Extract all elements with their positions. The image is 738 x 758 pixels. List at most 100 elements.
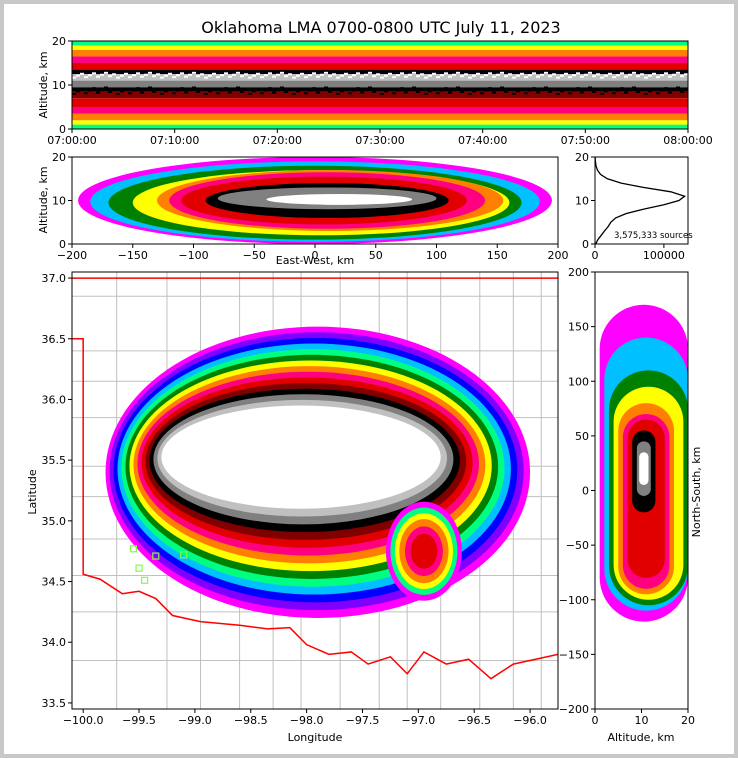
time-height-texture (648, 74, 652, 77)
time-height-texture (308, 89, 312, 92)
time-height-texture (284, 91, 288, 93)
time-height-texture (496, 73, 500, 76)
north-south-contour (639, 452, 649, 486)
time-height-texture (368, 71, 372, 74)
time-height-texture (276, 73, 280, 76)
time-height-texture (492, 75, 496, 78)
time-height-texture (160, 76, 164, 79)
time-height-texture (636, 91, 640, 93)
time-height-texture (596, 73, 600, 76)
time-height-texture (392, 92, 396, 95)
time-height-texture (404, 75, 408, 78)
time-height-texture (644, 92, 648, 95)
time-height-xtick-label: 07:00:00 (47, 134, 96, 147)
time-height-texture (192, 86, 196, 89)
time-height-texture (312, 87, 316, 90)
time-height-texture (424, 76, 428, 79)
time-height-texture (440, 89, 444, 92)
time-height-texture (116, 76, 120, 79)
time-height-texture (436, 76, 440, 79)
time-height-texture (400, 72, 404, 75)
time-height-texture (104, 71, 108, 74)
time-height-texture (420, 88, 424, 91)
time-height-texture (320, 89, 324, 92)
time-height-texture (220, 89, 224, 92)
east-west-xtick-label: −150 (118, 249, 148, 262)
time-height-texture (148, 86, 152, 89)
north-south-ytick-label: 200 (568, 266, 589, 279)
time-height-texture (572, 89, 576, 92)
time-height-texture (164, 74, 168, 77)
time-height-texture (332, 88, 336, 91)
plan-view-xtick-label: −97.0 (401, 714, 435, 727)
time-height-texture (232, 73, 236, 76)
time-height-texture (80, 72, 84, 75)
time-height-texture (416, 75, 420, 78)
time-height-texture (228, 75, 232, 78)
time-height-texture (360, 75, 364, 78)
time-height-texture (348, 76, 352, 79)
time-height-texture (280, 71, 284, 74)
time-height-texture (504, 91, 508, 93)
time-height-texture (604, 74, 608, 77)
east-west-contour (266, 193, 413, 205)
time-height-texture (364, 89, 368, 92)
time-height-texture (252, 90, 256, 93)
time-height-texture (200, 88, 204, 91)
lma-station-marker (152, 552, 160, 560)
time-height-texture (660, 74, 664, 77)
plan-view-ytick-label: 35.0 (42, 515, 67, 528)
time-height-texture (268, 72, 272, 75)
time-height-texture (124, 72, 128, 75)
time-height-texture (448, 91, 452, 94)
plan-view-xtick-label: −98.5 (234, 714, 268, 727)
plan-view-ytick-label: 37.0 (42, 272, 67, 285)
time-height-texture (544, 71, 548, 74)
time-height-texture (140, 91, 144, 94)
plan-view-ylabel: Latitude (26, 469, 39, 515)
plan-view-xtick-label: −98.0 (290, 714, 324, 727)
time-height-texture (220, 74, 224, 77)
time-height-texture (248, 92, 252, 95)
time-height-texture (552, 73, 556, 76)
time-height-texture (600, 92, 604, 95)
time-height-texture (280, 86, 284, 89)
time-height-texture (340, 90, 344, 93)
time-height-texture (384, 90, 388, 93)
time-height-texture (112, 73, 116, 76)
time-height-texture (608, 87, 612, 90)
time-height-texture (300, 72, 304, 75)
time-height-texture (336, 92, 340, 95)
time-height-texture (84, 76, 88, 79)
time-height-texture (100, 73, 104, 76)
time-height-texture (136, 72, 140, 75)
time-height-texture (476, 72, 480, 75)
time-height-texture (172, 92, 176, 95)
time-height-texture (108, 91, 112, 93)
histogram-ytick-label: 0 (582, 238, 589, 251)
time-height-texture (580, 75, 584, 78)
time-height-texture (512, 76, 516, 79)
time-height-texture (352, 74, 356, 77)
time-height-texture (108, 75, 112, 78)
time-height-texture (196, 75, 200, 78)
time-height-texture (660, 89, 664, 92)
source-count-annotation: 3,575,333 sources (614, 231, 693, 241)
storm-density-contour (161, 405, 441, 509)
time-height-texture (116, 92, 120, 95)
time-height-texture (144, 73, 148, 76)
time-height-texture (616, 74, 620, 77)
time-height-texture (132, 89, 136, 92)
time-height-texture (452, 89, 456, 92)
time-height-texture (408, 89, 412, 92)
time-height-texture (208, 74, 212, 77)
time-height-texture (628, 73, 632, 76)
time-height-texture (524, 76, 528, 79)
time-height-texture (72, 76, 76, 79)
histogram-xtick-label: 0 (592, 249, 599, 262)
time-height-texture (532, 72, 536, 75)
east-west-ytick-label: 20 (52, 151, 66, 164)
time-height-texture (676, 71, 680, 74)
time-height-texture (472, 74, 476, 77)
